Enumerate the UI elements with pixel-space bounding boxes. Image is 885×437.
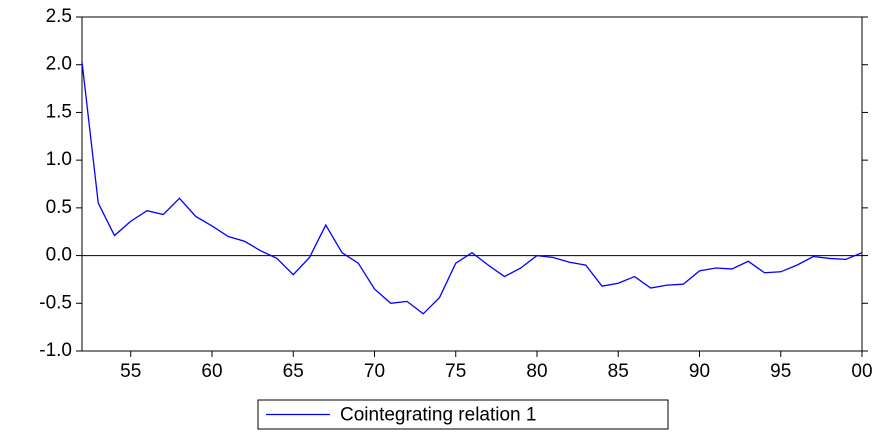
x-tick-label: 75: [445, 361, 466, 382]
y-tick-label: -1.0: [39, 340, 72, 361]
x-tick-label: 80: [526, 361, 547, 382]
y-tick-label: 0.0: [46, 245, 72, 266]
y-tick-label: 1.5: [46, 101, 72, 122]
y-tick-label: 2.0: [46, 54, 72, 75]
y-tick-label: 0.5: [46, 197, 72, 218]
x-tick-label: 00: [851, 361, 872, 382]
legend-label: Cointegrating relation 1: [340, 405, 536, 426]
y-tick-label: 1.0: [46, 149, 72, 170]
x-tick-label: 95: [770, 361, 791, 382]
y-tick-label: 2.5: [46, 6, 72, 27]
x-tick-label: 60: [201, 361, 222, 382]
plot-frame: [81, 16, 863, 352]
x-tick-label: 70: [364, 361, 385, 382]
series-line: [81, 61, 863, 315]
x-tick-label: 90: [689, 361, 710, 382]
y-tick-label: -0.5: [39, 292, 72, 313]
x-tick-label: 85: [608, 361, 629, 382]
x-tick-label: 55: [120, 361, 141, 382]
x-tick-label: 65: [283, 361, 304, 382]
